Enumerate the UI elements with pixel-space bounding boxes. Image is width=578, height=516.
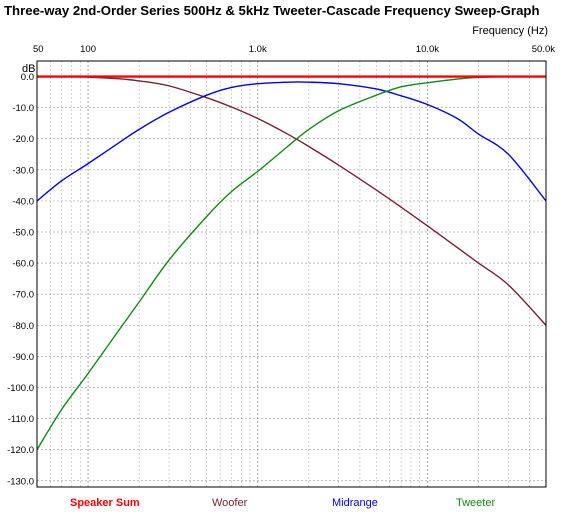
legend-item-tweeter: Tweeter bbox=[456, 497, 496, 509]
series-line-midrange bbox=[36, 81, 547, 202]
y-axis-title: dB bbox=[22, 63, 35, 75]
y-tick-label: -120.0 bbox=[7, 445, 34, 456]
frequency-response-plot: 50 100 1.0k 10.0k 50.0k 0.0 -10.0 -20.0 -30.0 -4… bbox=[7, 44, 555, 488]
legend-item-speaker-sum: Speaker Sum bbox=[70, 497, 140, 509]
y-tick-label: -60.0 bbox=[12, 259, 34, 270]
y-tick-label: -50.0 bbox=[12, 228, 34, 239]
y-tick-label: 0.0 bbox=[21, 72, 34, 83]
series-line-woofer bbox=[36, 75, 547, 326]
x-tick-label: 50 bbox=[33, 44, 44, 55]
x-tick-label: 10.0k bbox=[416, 44, 439, 55]
x-tick-label: 1.0k bbox=[249, 44, 267, 55]
legend-item-midrange: Midrange bbox=[332, 497, 378, 509]
plot-frame bbox=[36, 60, 547, 488]
series-line-tweeter bbox=[36, 75, 547, 451]
y-tick-label: -90.0 bbox=[12, 352, 34, 363]
chart-title: Three-way 2nd-Order Series 500Hz & 5kHz … bbox=[4, 3, 540, 18]
y-tick-label: -110.0 bbox=[8, 414, 34, 425]
x-tick-label: 50.0k bbox=[532, 44, 555, 55]
y-tick-label: -30.0 bbox=[12, 165, 34, 176]
legend-item-woofer: Woofer bbox=[212, 497, 248, 509]
y-tick-label: -70.0 bbox=[12, 290, 34, 301]
y-tick-label: -40.0 bbox=[12, 196, 34, 207]
x-tick-label: 100 bbox=[80, 44, 96, 55]
y-tick-label: -20.0 bbox=[12, 134, 34, 145]
x-axis-title: Frequency (Hz) bbox=[472, 25, 548, 37]
y-tick-label: -100.0 bbox=[7, 383, 34, 394]
y-tick-label: -10.0 bbox=[12, 103, 34, 114]
y-tick-label: -130.0 bbox=[7, 476, 34, 487]
y-tick-label: -80.0 bbox=[12, 321, 34, 332]
plot-background bbox=[37, 61, 546, 487]
legend: Speaker Sum Woofer Midrange Tweeter bbox=[0, 497, 578, 515]
